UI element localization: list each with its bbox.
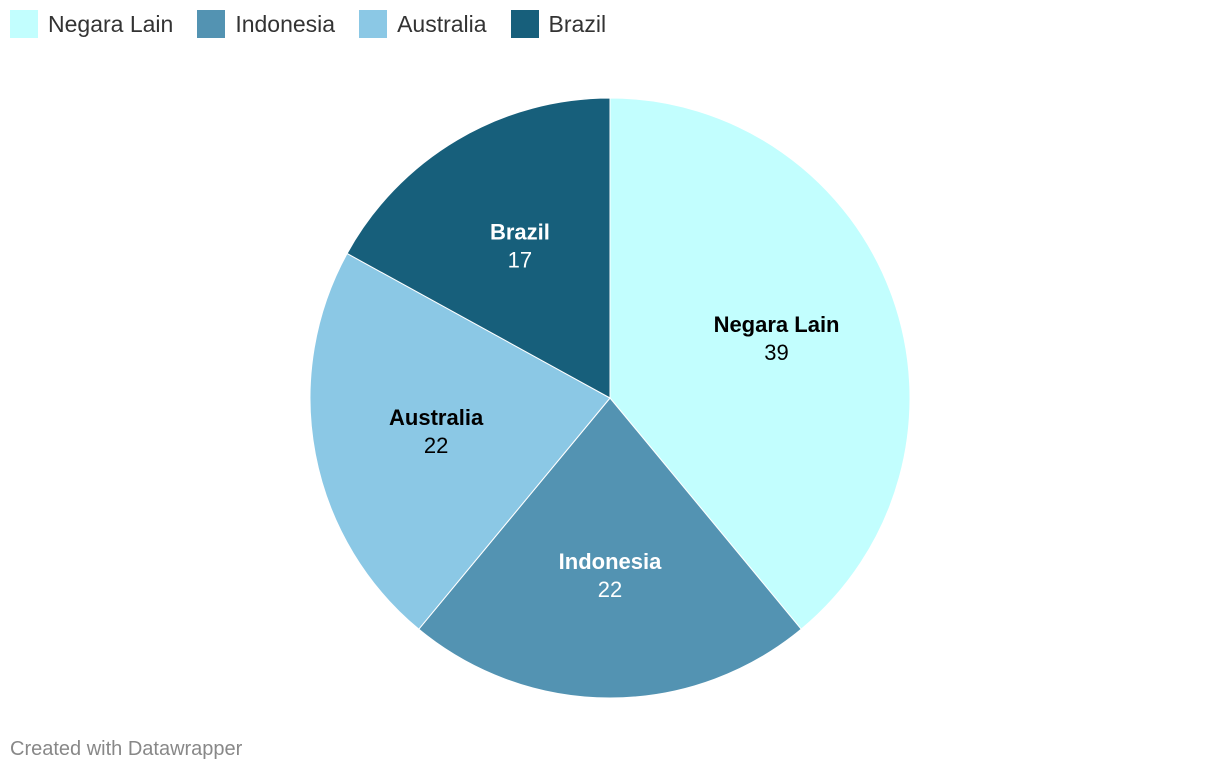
legend-item-negara-lain: Negara Lain xyxy=(10,10,173,38)
chart-legend: Negara Lain Indonesia Australia Brazil xyxy=(10,9,630,39)
footer-credit: Created with Datawrapper xyxy=(10,738,243,760)
pie-slice-australia xyxy=(309,252,611,630)
legend-swatch-australia xyxy=(359,10,388,38)
legend-item-australia: Australia xyxy=(359,10,487,38)
legend-swatch-brazil xyxy=(510,10,539,38)
slice-label-brazil: Brazil xyxy=(490,220,550,245)
slice-value-indonesia: 22 xyxy=(598,577,622,602)
legend-item-brazil: Brazil xyxy=(510,10,607,38)
legend-label-australia: Australia xyxy=(397,11,487,37)
pie-slice-brazil xyxy=(346,97,611,399)
legend-label-brazil: Brazil xyxy=(548,11,607,37)
slice-value-brazil: 17 xyxy=(508,248,532,273)
slice-label-negara-lain: Negara Lain xyxy=(714,312,840,337)
legend-label-negara-lain: Negara Lain xyxy=(48,11,174,37)
legend-swatch-indonesia xyxy=(197,10,226,38)
pie-slice-indonesia xyxy=(418,397,802,699)
pie-slice-negara-lain xyxy=(609,97,911,630)
legend-swatch-negara-lain xyxy=(10,10,38,38)
slice-value-australia: 22 xyxy=(424,433,448,458)
legend-label-indonesia: Indonesia xyxy=(235,11,336,37)
legend-item-indonesia: Indonesia xyxy=(197,10,335,38)
slice-label-australia: Australia xyxy=(389,405,484,430)
slice-value-negara-lain: 39 xyxy=(764,340,788,365)
slice-label-indonesia: Indonesia xyxy=(559,549,662,574)
